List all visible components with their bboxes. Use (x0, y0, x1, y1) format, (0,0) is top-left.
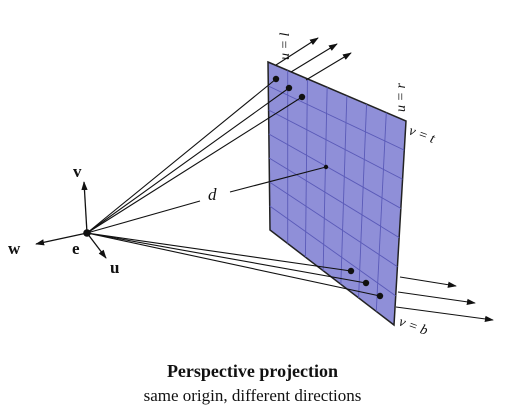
image-plane-grid (268, 70, 405, 312)
rays-lower (86, 232, 381, 297)
sample-points (272, 75, 384, 300)
grid-line (375, 112, 387, 312)
outgoing-rays-lower (395, 276, 494, 323)
label-u-eq-r: u = r (394, 83, 409, 112)
caption-subtitle: same origin, different directions (143, 386, 362, 405)
u-axis (86, 232, 107, 259)
outgoing-rays-upper (275, 37, 352, 81)
grid-line (304, 78, 308, 258)
eye-point (83, 229, 91, 237)
grid-line (269, 181, 398, 268)
image-plane (267, 60, 407, 327)
caption-title: Perspective projection (166, 361, 339, 381)
grid-line (268, 109, 403, 180)
grid-line (269, 205, 396, 297)
rays-upper (86, 78, 303, 234)
label-w: w (8, 239, 21, 258)
label-e: e (72, 239, 80, 258)
grid-line (268, 157, 400, 238)
w-axis (35, 232, 88, 246)
label-v: v (73, 162, 82, 181)
plane-center-point (323, 164, 329, 170)
label-u: u (110, 258, 119, 277)
camera-axes (35, 181, 107, 259)
grid-line (358, 104, 368, 298)
label-v-eq-t: v = t (407, 124, 438, 148)
view-direction-d (86, 166, 327, 234)
grid-line (340, 95, 348, 285)
grid-line (268, 133, 402, 209)
label-v-eq-b: v = b (397, 315, 430, 339)
v-axis (81, 181, 88, 234)
grid-line (322, 87, 328, 271)
label-u-eq-l: u = l (278, 33, 293, 60)
label-d: d (208, 185, 217, 204)
grid-line (268, 85, 405, 151)
